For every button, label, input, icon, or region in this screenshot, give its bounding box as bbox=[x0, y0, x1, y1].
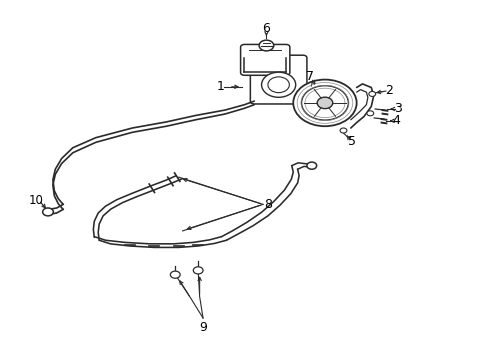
Circle shape bbox=[170, 271, 180, 278]
Circle shape bbox=[259, 40, 273, 51]
Circle shape bbox=[193, 267, 203, 274]
Circle shape bbox=[42, 208, 53, 216]
Text: 3: 3 bbox=[393, 103, 401, 116]
Text: 9: 9 bbox=[199, 320, 206, 333]
Circle shape bbox=[317, 97, 332, 109]
Circle shape bbox=[261, 72, 295, 97]
Circle shape bbox=[366, 111, 373, 116]
Circle shape bbox=[306, 162, 316, 169]
Circle shape bbox=[368, 91, 375, 96]
Text: 6: 6 bbox=[262, 22, 270, 35]
Text: 1: 1 bbox=[217, 80, 224, 93]
Circle shape bbox=[339, 128, 346, 133]
Text: 5: 5 bbox=[347, 135, 355, 148]
Text: 8: 8 bbox=[264, 198, 271, 211]
Circle shape bbox=[293, 80, 356, 126]
Text: 4: 4 bbox=[392, 114, 400, 127]
Circle shape bbox=[267, 77, 289, 93]
Circle shape bbox=[301, 86, 347, 120]
Text: 10: 10 bbox=[28, 194, 43, 207]
Text: 2: 2 bbox=[385, 84, 392, 97]
FancyBboxPatch shape bbox=[240, 44, 289, 75]
Text: 7: 7 bbox=[305, 70, 314, 83]
FancyBboxPatch shape bbox=[250, 55, 306, 104]
